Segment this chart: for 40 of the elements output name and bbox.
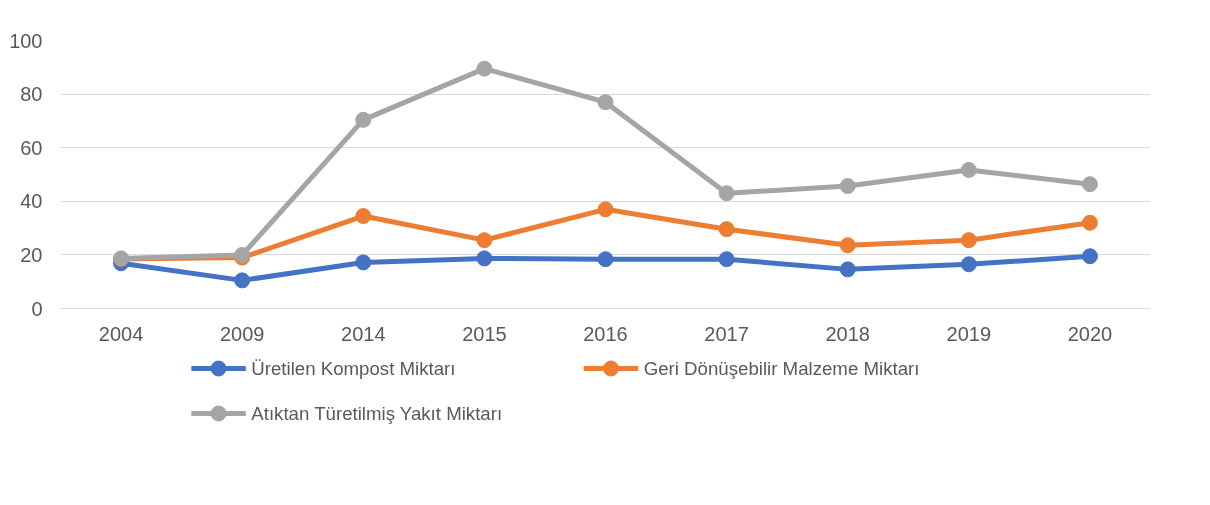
point	[1081, 176, 1098, 193]
point	[839, 178, 856, 195]
y-tick-label: 80	[20, 83, 43, 106]
y-tick-label: 20	[20, 243, 43, 266]
point	[355, 111, 372, 128]
point	[839, 261, 856, 278]
x-tick-label: 2009	[219, 322, 265, 345]
x-tick-label: 2004	[98, 322, 144, 345]
point	[597, 94, 614, 111]
y-tick-label: 100	[9, 29, 43, 52]
point	[839, 237, 856, 254]
point	[597, 251, 614, 268]
point	[718, 251, 735, 268]
x-tick-label: 2020	[1067, 322, 1113, 345]
x-tick-label: 2017	[704, 322, 749, 345]
point	[476, 250, 493, 267]
point	[597, 201, 614, 218]
x-tick-label: 2018	[825, 322, 870, 345]
x-tick-label: 2015	[462, 322, 507, 345]
x-tick-label: 2016	[583, 322, 628, 345]
y-tick-label: 40	[20, 190, 43, 213]
x-tick-label: 2014	[341, 322, 386, 345]
point	[1081, 214, 1098, 231]
y-tick-label: 60	[20, 136, 43, 159]
point	[234, 272, 251, 289]
point	[1081, 248, 1098, 265]
point	[476, 232, 493, 249]
point	[718, 221, 735, 238]
y-tick-label: 0	[31, 297, 43, 320]
point	[960, 161, 977, 178]
legend-label: Atıktan Türetilmiş Yakıt Miktarı	[251, 403, 503, 424]
point	[476, 60, 493, 77]
point	[718, 185, 735, 202]
point	[960, 232, 977, 249]
legend-label: Üretilen Kompost Miktarı	[251, 358, 456, 379]
point	[355, 254, 372, 271]
point	[960, 256, 977, 273]
legend-label: Geri Dönüşebilir Malzeme Miktarı	[643, 358, 920, 379]
x-tick-label: 2019	[946, 322, 992, 345]
point	[355, 208, 372, 225]
